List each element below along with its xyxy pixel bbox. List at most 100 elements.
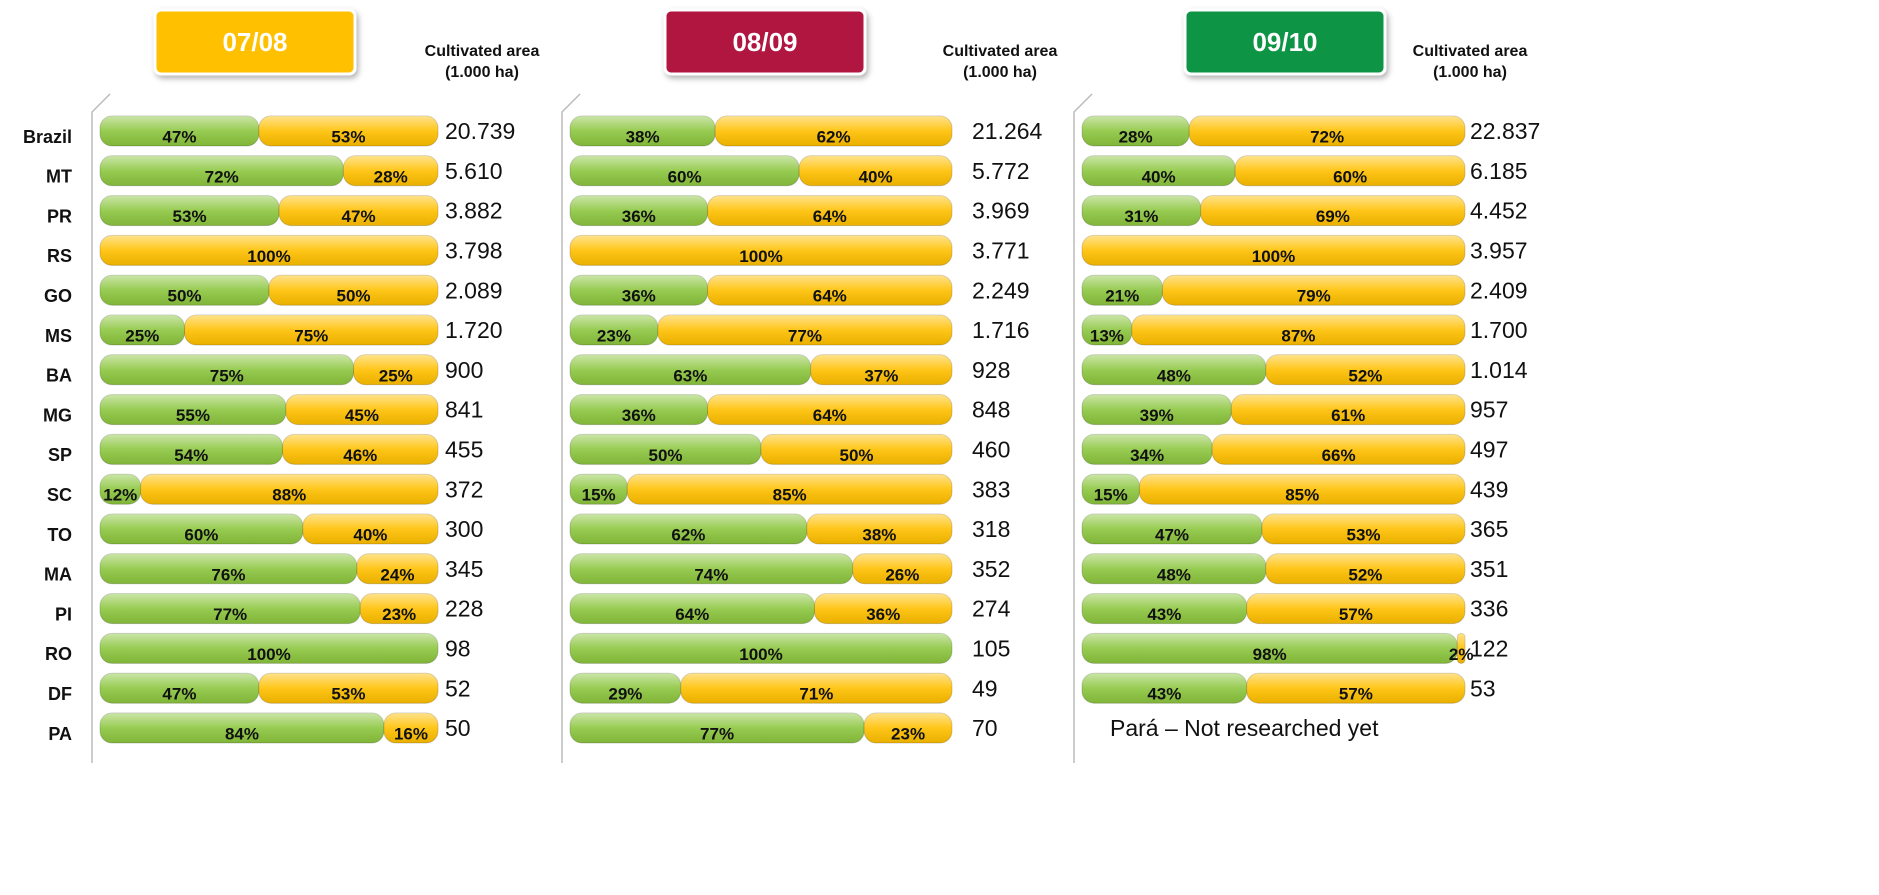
- bar-gloss: [100, 394, 286, 425]
- area-value: 3.771: [972, 237, 1030, 263]
- bar-label: 64%: [813, 287, 847, 306]
- bar-gloss: [570, 514, 807, 544]
- bar-label: 13%: [1090, 326, 1124, 345]
- bar-label: 46%: [343, 446, 377, 465]
- bar-label: 38%: [862, 525, 896, 544]
- bar-label: 23%: [891, 724, 925, 743]
- title-box: [153, 8, 357, 76]
- area-value: 1.700: [1470, 317, 1528, 343]
- bar-label: 21%: [1105, 287, 1139, 306]
- bar-label: 85%: [1285, 486, 1319, 505]
- bar-gloss: [570, 394, 708, 425]
- chart-title: 09/10: [1252, 27, 1317, 57]
- bar-label: 55%: [176, 406, 210, 425]
- bar-gloss: [707, 195, 952, 226]
- bar-gloss: [1189, 116, 1465, 146]
- bar-gloss: [1082, 394, 1232, 425]
- bar-label: 77%: [213, 605, 247, 624]
- area-value: 52: [445, 675, 471, 701]
- area-value: 53: [1470, 675, 1496, 701]
- area-value: 98: [445, 635, 471, 661]
- bar-label: 38%: [626, 127, 660, 146]
- bar-label: 24%: [380, 565, 414, 584]
- bar-gloss: [269, 275, 438, 306]
- bar-gloss: [1082, 673, 1247, 704]
- area-value: 352: [972, 556, 1010, 582]
- area-value: 228: [445, 596, 483, 622]
- bar-label: 34%: [1130, 446, 1164, 465]
- area-value: 1.716: [972, 317, 1030, 343]
- row-label: BA: [46, 366, 72, 386]
- area-value: 2.249: [972, 277, 1030, 303]
- bar-gloss: [570, 434, 761, 465]
- bar-gloss: [279, 195, 438, 226]
- bar-label: 100%: [739, 645, 782, 664]
- bar-label: 75%: [294, 326, 328, 345]
- row-label: GO: [44, 286, 72, 306]
- row-label: Brazil: [23, 127, 72, 147]
- chart-title: 08/09: [732, 27, 797, 57]
- area-value: 122: [1470, 635, 1508, 661]
- row-label: MT: [46, 167, 72, 187]
- area-value: 3.798: [445, 237, 503, 263]
- bar-label: 36%: [622, 207, 656, 226]
- bar-label: 37%: [864, 366, 898, 385]
- area-value: 841: [445, 397, 483, 423]
- area-value: 70: [972, 715, 998, 741]
- bar-label: 60%: [668, 167, 702, 186]
- bar-label: 15%: [582, 486, 616, 505]
- bar-label: 100%: [247, 247, 290, 266]
- bar-gloss: [761, 434, 952, 465]
- bar-label: 85%: [773, 486, 807, 505]
- bar-label: 28%: [374, 167, 408, 186]
- bar-gloss: [353, 354, 438, 385]
- bar-gloss: [285, 394, 438, 425]
- bar-label: 74%: [694, 565, 728, 584]
- bar-gloss: [100, 354, 354, 385]
- row-label: DF: [48, 684, 72, 704]
- area-header: Cultivated area: [425, 43, 540, 60]
- row-label: PR: [47, 206, 72, 226]
- bar-label: 57%: [1339, 685, 1373, 704]
- area-value: 351: [1470, 556, 1508, 582]
- bar-label: 23%: [597, 326, 631, 345]
- title-box: [663, 8, 867, 76]
- area-value: 21.264: [972, 118, 1043, 144]
- area-value: 497: [1470, 436, 1508, 462]
- bar-label: 40%: [859, 167, 893, 186]
- bar-label: 47%: [162, 685, 196, 704]
- bar-label: 60%: [184, 525, 218, 544]
- bar-gloss: [570, 673, 681, 704]
- area-header: Cultivated area: [1413, 43, 1528, 60]
- frame: [91, 93, 111, 763]
- bar-gloss: [715, 116, 952, 146]
- bar-label: 15%: [1094, 486, 1128, 505]
- bar-gloss: [707, 394, 952, 425]
- area-value: 336: [1470, 596, 1508, 622]
- area-value: 383: [972, 476, 1010, 502]
- area-unit: (1.000 ha): [1433, 64, 1507, 81]
- bar-label: 25%: [125, 326, 159, 345]
- area-value: 318: [972, 516, 1010, 542]
- bar-label: 25%: [379, 366, 413, 385]
- frame: [561, 93, 581, 763]
- area-unit: (1.000 ha): [445, 64, 519, 81]
- bar-gloss: [383, 713, 438, 743]
- bar-gloss: [1082, 434, 1213, 465]
- bar-label: 100%: [739, 247, 782, 266]
- bar-label: 50%: [167, 287, 201, 306]
- annotation: Pará – Not researched yet: [1110, 715, 1379, 741]
- bar-gloss: [100, 275, 269, 306]
- area-value: 928: [972, 357, 1010, 383]
- bar-gloss: [100, 235, 438, 266]
- bar-gloss: [570, 593, 815, 624]
- bar-gloss: [1131, 315, 1465, 345]
- bar-gloss: [100, 633, 438, 664]
- area-value: 274: [972, 596, 1011, 622]
- bar-gloss: [570, 354, 811, 385]
- bar-label: 75%: [210, 366, 244, 385]
- area-value: 365: [1470, 516, 1508, 542]
- bar-label: 29%: [608, 685, 642, 704]
- area-value: 439: [1470, 476, 1508, 502]
- bar-gloss: [570, 155, 800, 186]
